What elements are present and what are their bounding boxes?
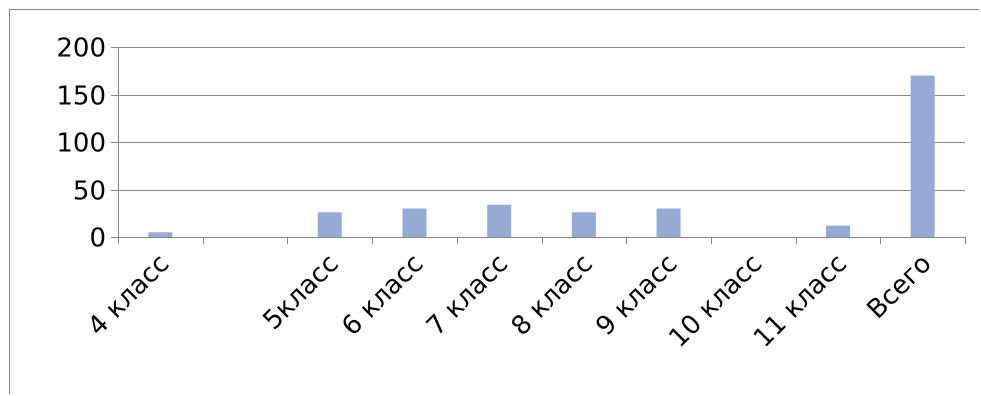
y-tick-labels: 0 50 100 150 200: [56, 34, 106, 254]
y-tick-label: 200: [56, 34, 106, 64]
x-tick-label: 6 класс: [336, 249, 429, 342]
bar: [571, 212, 596, 237]
x-tick-label: 7 класс: [421, 249, 514, 342]
bar: [402, 208, 427, 237]
y-tick-label: 0: [89, 224, 106, 254]
bar: [910, 75, 935, 237]
x-tick-label: 11 класс: [748, 249, 853, 354]
x-tick-label: 4 класс: [82, 249, 175, 342]
bar: [317, 212, 342, 237]
bar: [825, 225, 850, 237]
bar: [656, 208, 681, 237]
x-tick-label: Всего: [861, 249, 937, 325]
y-tick-label: 100: [56, 129, 106, 159]
chart-area: [9, 9, 979, 394]
bar: [487, 204, 512, 237]
x-tick-label: 5класс: [257, 249, 344, 336]
bar: [148, 232, 173, 237]
axes: [111, 47, 966, 244]
bar-series: [148, 75, 935, 237]
x-tick-label: 8 класс: [506, 249, 599, 342]
y-tick-label: 50: [73, 177, 106, 207]
y-tick-label: 150: [56, 82, 106, 112]
gridlines: [118, 47, 965, 191]
